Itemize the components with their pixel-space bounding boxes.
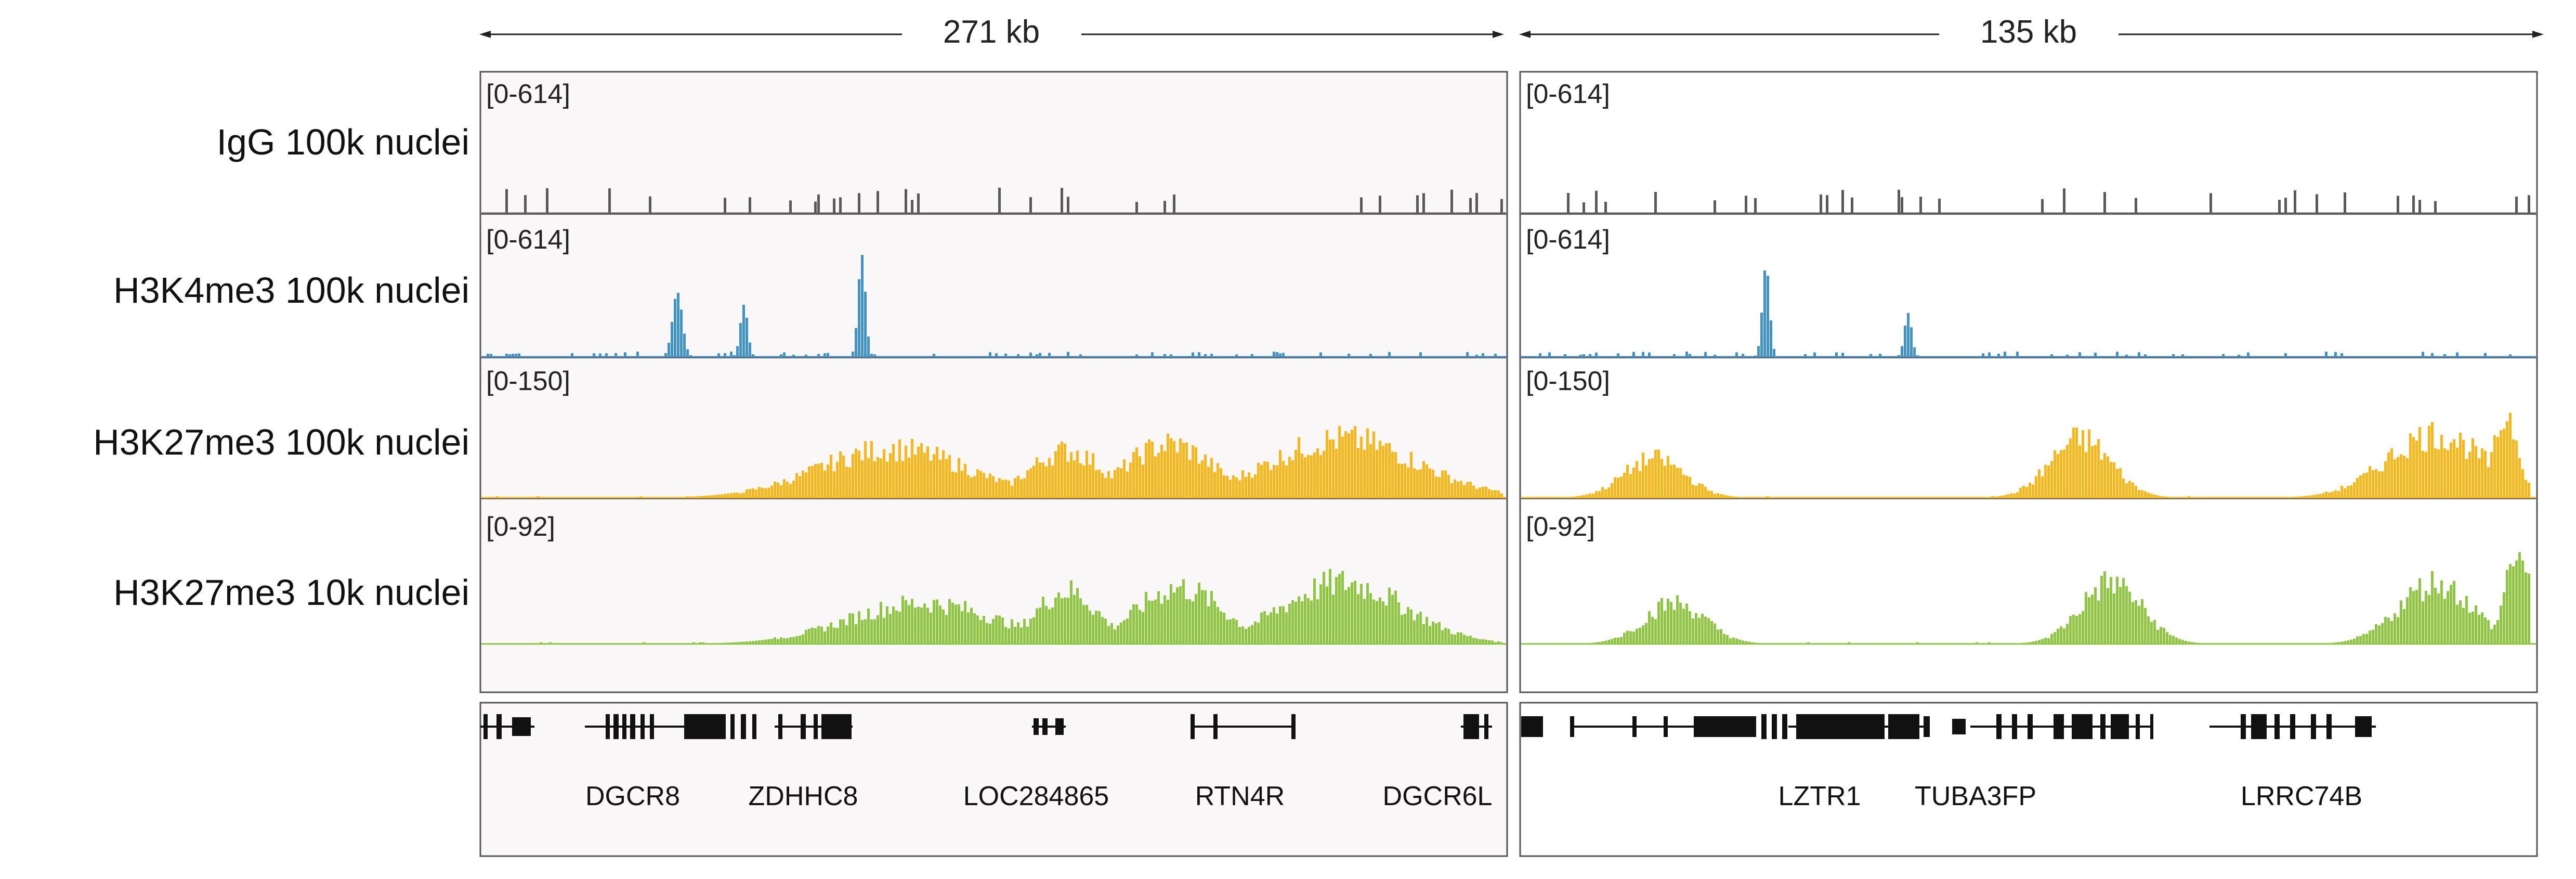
tracks-region-2 <box>1520 188 2537 645</box>
signal-track-0-region-1 <box>481 187 1506 214</box>
gene-label-lrrc74b: LRRC74B <box>2241 781 2362 811</box>
range-label-igg-r1: [0-614] <box>486 79 570 109</box>
range-label-h3k27-100k-r1: [0-150] <box>486 366 570 396</box>
range-label-h3k27-10k-r2: [0-92] <box>1526 512 1595 542</box>
signal-track-2-region-1 <box>481 425 1506 499</box>
signal-track-3-region-1 <box>481 568 1506 645</box>
gene-panel-region-2: LZTR1 TUBA3FP LRRC74B <box>1519 702 2538 857</box>
gene-label-lztr1: LZTR1 <box>1779 781 1861 811</box>
range-label-h3k4me3-r1: [0-614] <box>486 225 570 255</box>
signal-track-0-region-2 <box>1521 188 2536 214</box>
gene-models-region-1 <box>480 714 1492 739</box>
range-label-h3k27-100k-r2: [0-150] <box>1526 366 1610 396</box>
gene-label-dgcr6l: DGCR6L <box>1383 781 1493 811</box>
gene-label-loc284865: LOC284865 <box>963 781 1109 811</box>
range-label-h3k27-10k-r1: [0-92] <box>486 512 555 542</box>
gene-labels-region-2: LZTR1 TUBA3FP LRRC74B <box>1779 781 2363 811</box>
track-label-h3k27me3-100k: H3K27me3 100k nuclei <box>93 422 469 462</box>
scale-label-region-1: 271 kb <box>943 14 1040 50</box>
signal-panel-region-2 <box>1519 71 2538 693</box>
signal-panel-region-1 <box>479 71 1508 693</box>
gene-models-region-2 <box>1521 714 2376 739</box>
range-label-h3k4me3-r2: [0-614] <box>1526 225 1610 255</box>
scale-bar-region-1: 271 kb <box>479 14 1504 50</box>
gene-labels-region-1: DGCR8 ZDHHC8 LOC284865 RTN4R DGCR6L <box>585 781 1492 811</box>
gene-label-tuba3fp: TUBA3FP <box>1915 781 2036 811</box>
gene-panel-region-1: DGCR8 ZDHHC8 LOC284865 RTN4R DGCR6L <box>479 702 1508 857</box>
gene-label-rtn4r: RTN4R <box>1195 781 1285 811</box>
track-label-igg: IgG 100k nuclei <box>217 122 469 162</box>
signal-track-3-region-2 <box>1521 552 2536 645</box>
tracks-region-1 <box>480 187 1507 645</box>
range-labels: [0-614] [0-614] [0-150] [0-92] [0-614] [… <box>486 79 1610 542</box>
signal-track-1-region-2 <box>1521 270 2536 358</box>
track-label-h3k27me3-10k: H3K27me3 10k nuclei <box>113 572 469 613</box>
track-label-h3k4me3: H3K4me3 100k nuclei <box>113 270 469 311</box>
gene-label-dgcr8: DGCR8 <box>585 781 680 811</box>
signal-track-1-region-1 <box>481 255 1506 358</box>
scale-bar-region-2: 135 kb <box>1519 14 2544 50</box>
track-labels: IgG 100k nuclei H3K4me3 100k nuclei H3K2… <box>93 122 469 613</box>
gene-label-zdhhc8: ZDHHC8 <box>749 781 858 811</box>
signal-track-2-region-2 <box>1521 412 2536 499</box>
scale-label-region-2: 135 kb <box>1980 14 2077 50</box>
range-label-igg-r2: [0-614] <box>1526 79 1610 109</box>
